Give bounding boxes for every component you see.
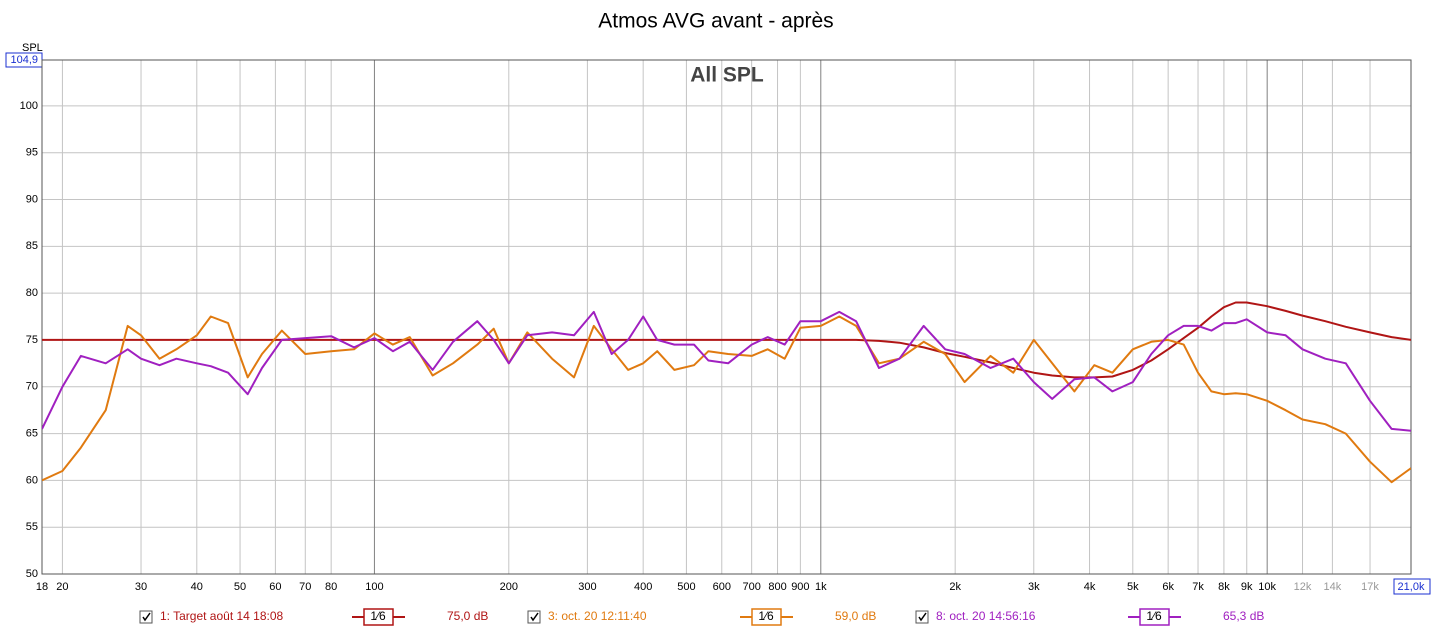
legend-level: 75,0 dB [447,609,488,623]
series-line [42,315,1411,484]
y-tick-label: 90 [26,193,38,205]
legend-check [918,612,927,622]
legend-level: 59,0 dB [835,609,876,623]
x-tick-label: 900 [791,581,809,593]
y-tick-label: 95 [26,147,38,159]
y-tick-label: 65 [26,427,38,439]
y-tick-label: 50 [26,568,38,580]
legend-checkbox[interactable] [915,610,929,624]
legend-smoothing: 1⁄6 [1146,609,1162,623]
legend-label: 8: oct. 20 14:56:16 [936,609,1036,623]
legend-checkbox[interactable] [527,610,541,624]
y-tick-label: 60 [26,474,38,486]
legend-check [142,612,151,622]
limit-box [1393,578,1431,595]
x-tick-label: 100 [365,581,383,593]
x-tick-label: 21,0k [1398,581,1425,593]
legend-label: 1: Target août 14 18:08 [160,609,284,623]
legend-smoothing: 1⁄6 [370,609,386,623]
x-tick-label: 6k [1162,581,1174,593]
y-tick-label: 80 [26,287,38,299]
x-tick-label: 60 [269,581,281,593]
y-tick-label: 70 [26,381,38,393]
y-tick-label: 55 [26,521,38,533]
x-tick-label: 50 [234,581,246,593]
x-tick-label: 300 [578,581,596,593]
x-tick-label: 70 [299,581,311,593]
x-tick-label: 9k [1241,581,1253,593]
x-tick-label: 18 [36,581,48,593]
legend-checkbox[interactable] [139,610,153,624]
legend-check [530,612,539,622]
x-tick-label: 700 [742,581,760,593]
x-tick-label: 12k [1294,581,1312,593]
legend-smoothing-box [1139,608,1170,626]
chart-title: Atmos AVG avant - après [598,10,833,33]
x-tick-label: 600 [713,581,731,593]
x-tick-label: 5k [1127,581,1139,593]
legend-smoothing-box [751,608,782,626]
plot-border [41,59,1412,575]
y-tick-label: 85 [26,240,38,252]
x-tick-label: 30 [135,581,147,593]
x-tick-label: 4k [1084,581,1096,593]
x-tick-label: 200 [500,581,518,593]
x-tick-label: 8k [1218,581,1230,593]
series-line [42,310,1411,432]
legend-smoothing: 1⁄6 [758,609,774,623]
x-tick-label: 10k [1258,581,1276,593]
x-tick-label: 3k [1028,581,1040,593]
y-tick-label: 75 [26,334,38,346]
plot-area [42,60,1411,574]
x-tick-label: 20 [56,581,68,593]
x-tick-label: 14k [1324,581,1342,593]
y-tick-label: 104,9 [10,54,38,66]
legend-level: 65,3 dB [1223,609,1264,623]
chart-subtitle: All SPL [690,64,764,87]
x-tick-label: 500 [677,581,695,593]
x-tick-label: 40 [191,581,203,593]
x-tick-label: 17k [1361,581,1379,593]
x-tick-label: 7k [1192,581,1204,593]
legend-label: 3: oct. 20 12:11:40 [548,609,647,623]
series-line [42,301,1411,379]
x-tick-label: 400 [634,581,652,593]
x-tick-label: 800 [768,581,786,593]
y-tick-label: 100 [20,100,38,112]
y-axis-label: SPL [22,42,43,54]
legend-smoothing-box [363,608,394,626]
x-tick-label: 80 [325,581,337,593]
x-tick-label: 2k [949,581,961,593]
x-tick-label: 1k [815,581,827,593]
